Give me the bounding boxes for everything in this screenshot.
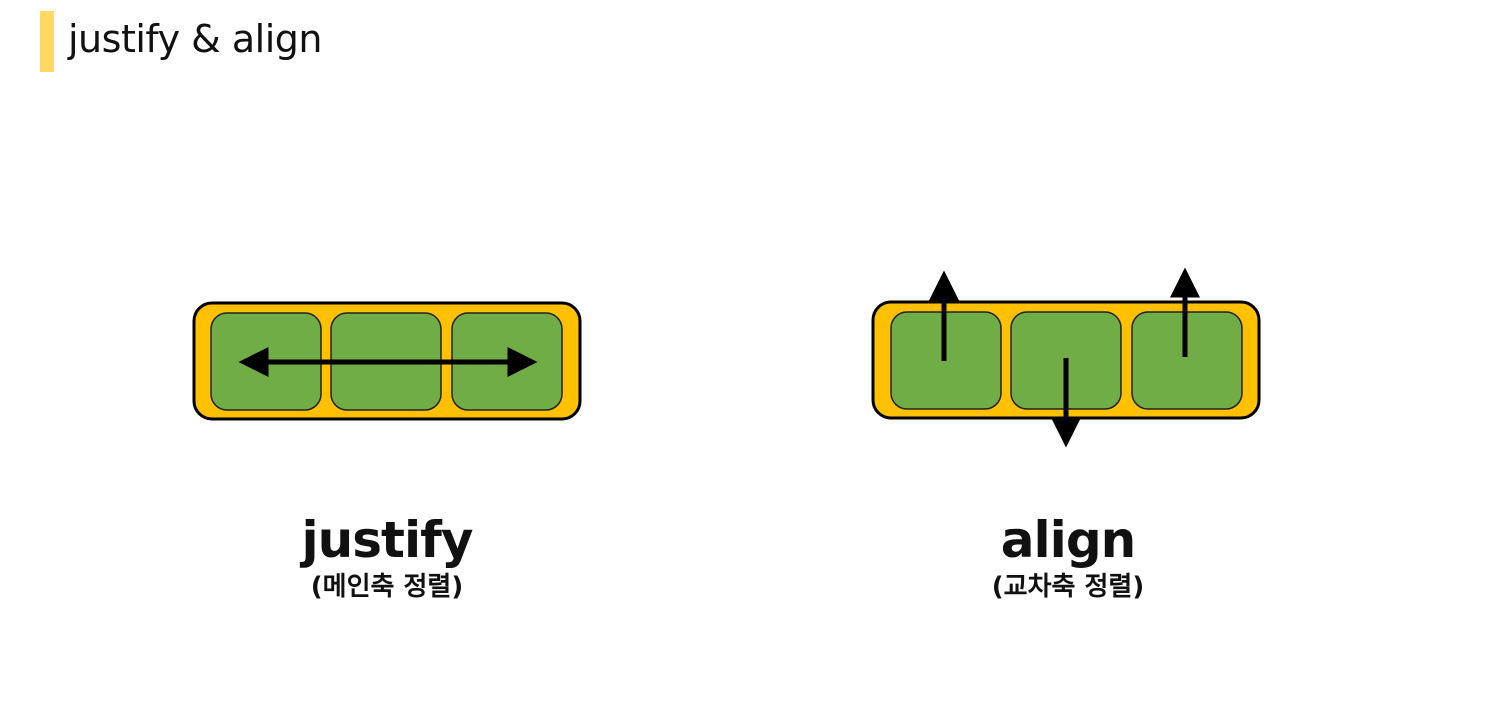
- align-sublabel: (교차축 정렬): [991, 572, 1145, 602]
- justify-diagram: [192, 301, 582, 421]
- justify-caption: justify (메인축 정렬): [237, 510, 537, 604]
- justify-sublabel: (메인축 정렬): [310, 572, 464, 602]
- title-accent-bar: [40, 11, 54, 72]
- page-title: justify & align: [68, 17, 323, 61]
- align-caption: align (교차축 정렬): [918, 510, 1218, 604]
- justify-label: justify: [301, 511, 474, 569]
- align-label: align: [1000, 511, 1136, 569]
- align-diagram: [871, 267, 1261, 448]
